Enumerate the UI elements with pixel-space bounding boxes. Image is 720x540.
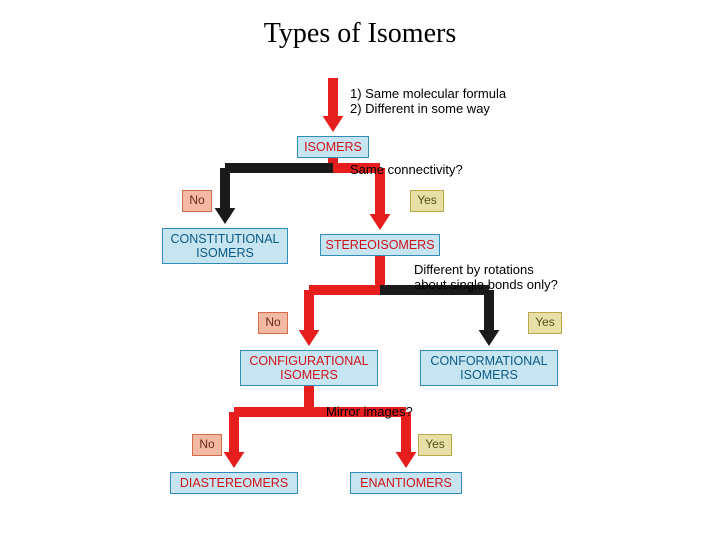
node-enantiomers: ENANTIOMERS bbox=[350, 472, 462, 494]
label-q3: Mirror images? bbox=[326, 404, 413, 419]
node-yes-2: Yes bbox=[528, 312, 562, 334]
node-isomers: ISOMERS bbox=[297, 136, 369, 158]
label-q1: Same connectivity? bbox=[350, 162, 463, 177]
node-yes-3: Yes bbox=[418, 434, 452, 456]
node-no-2: No bbox=[258, 312, 288, 334]
node-stereoisomers: STEREOISOMERS bbox=[320, 234, 440, 256]
connectors bbox=[0, 0, 720, 540]
node-diastereomers: DIASTEREOMERS bbox=[170, 472, 298, 494]
label-intro: 1) Same molecular formula 2) Different i… bbox=[350, 86, 506, 116]
node-conformational: CONFORMATIONAL ISOMERS bbox=[420, 350, 558, 386]
node-constitutional: CONSTITUTIONAL ISOMERS bbox=[162, 228, 288, 264]
label-q2: Different by rotations about single bond… bbox=[414, 262, 558, 292]
node-yes-1: Yes bbox=[410, 190, 444, 212]
node-no-3: No bbox=[192, 434, 222, 456]
page-title: Types of Isomers bbox=[0, 18, 720, 50]
node-configurational: CONFIGURATIONAL ISOMERS bbox=[240, 350, 378, 386]
node-no-1: No bbox=[182, 190, 212, 212]
